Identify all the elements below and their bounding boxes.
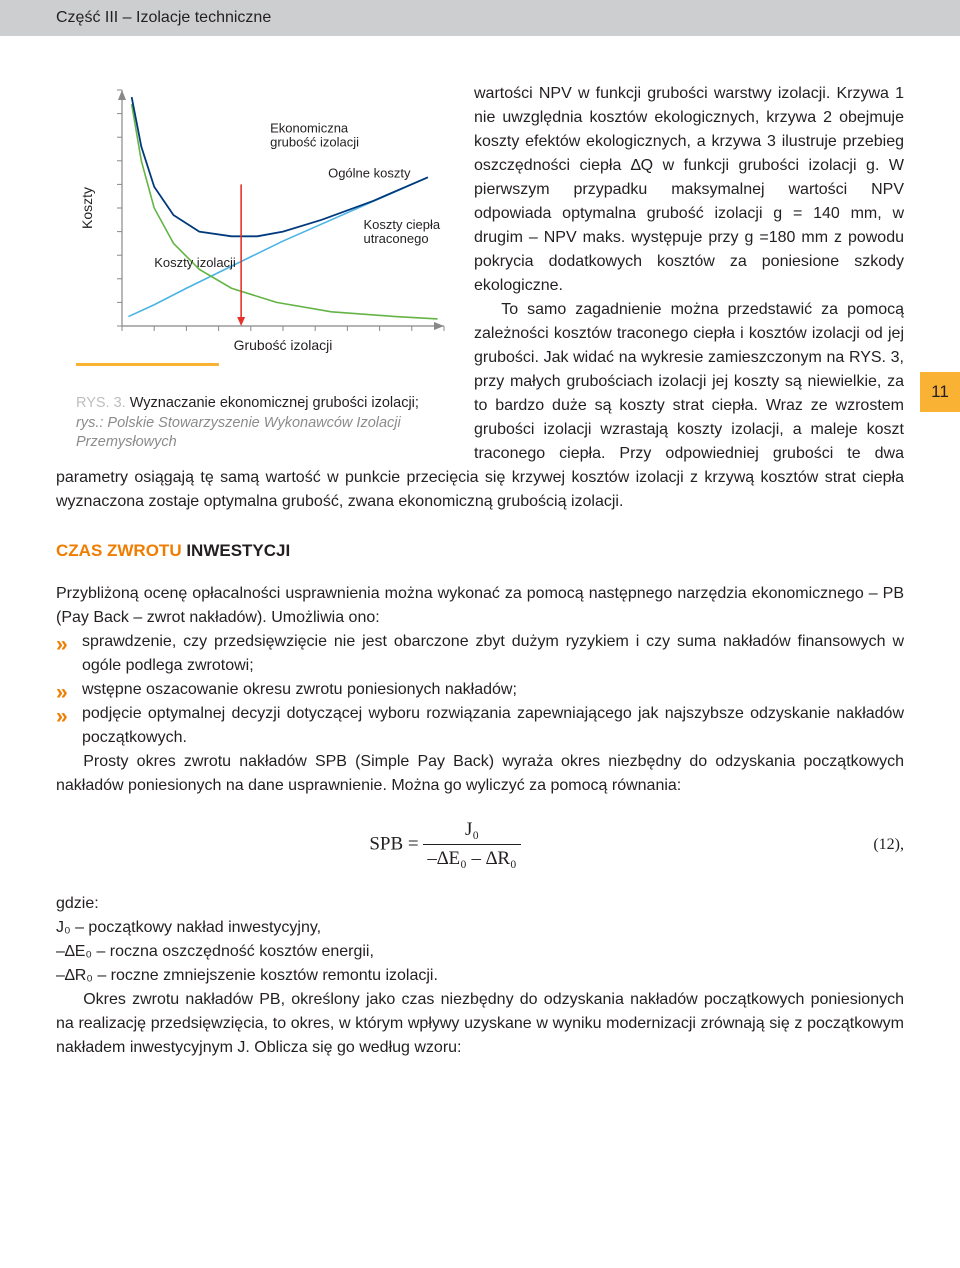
- figure-caption: RYS. 3. Wyznaczanie ekonomicznej grubośc…: [76, 394, 452, 453]
- formula-den: –∆E₀ – ∆R₀: [423, 844, 520, 874]
- formula-num: J₀: [423, 816, 520, 845]
- section-header: Część III – Izolacje techniczne: [0, 0, 960, 36]
- svg-text:Koszty: Koszty: [79, 187, 95, 229]
- section-heading-black: INWESTYCJI: [186, 541, 290, 560]
- figure-block: Koszty Grubość izolacji Ekonomicznagrubość…: [76, 82, 452, 453]
- page-content: 11 Koszty Grubość izolacji Ekonomicznagrub…: [0, 36, 960, 1088]
- figure-caption-prefix: RYS. 3.: [76, 395, 126, 411]
- svg-text:grubość izolacji: grubość izolacji: [270, 134, 359, 149]
- section-heading: CZAS ZWROTU INWESTYCJI: [56, 538, 904, 564]
- svg-text:Grubość izolacji: Grubość izolacji: [234, 337, 333, 353]
- bullet-item: sprawdzenie, czy przedsięwzięcie nie jes…: [56, 630, 904, 678]
- paragraph-5: Okres zwrotu nakładów PB, określony jako…: [56, 988, 904, 1060]
- section-header-text: Część III – Izolacje techniczne: [56, 9, 271, 26]
- bullet-item: podjęcie optymalnej decyzji dotyczącej w…: [56, 702, 904, 750]
- page-number: 11: [931, 379, 949, 405]
- svg-text:Koszty izolacji: Koszty izolacji: [154, 255, 236, 270]
- definitions-list: J₀ – początkowy nakład inwestycyjny,–∆E₀…: [56, 916, 904, 988]
- defs-label: gdzie:: [56, 892, 904, 916]
- bullet-list: sprawdzenie, czy przedsięwzięcie nie jes…: [56, 630, 904, 750]
- svg-text:utraconego: utraconego: [364, 231, 429, 246]
- cost-vs-thickness-chart: Koszty Grubość izolacji Ekonomicznagrubość…: [76, 82, 452, 366]
- bullet-item: wstępne oszacowanie okresu zwrotu ponies…: [56, 678, 904, 702]
- paragraph-4: Prosty okres zwrotu nakładów SPB (Simple…: [56, 750, 904, 798]
- definition-item: –∆R₀ – roczne zmniejszenie kosztów remon…: [56, 964, 904, 988]
- equals-sign: =: [408, 833, 423, 854]
- figure-caption-title: Wyznaczanie ekonomicznej grubości izolac…: [130, 395, 419, 411]
- formula-spb: SPB = J₀ –∆E₀ – ∆R₀ (12),: [56, 816, 904, 874]
- paragraph-3: Przybliżoną ocenę opłacalności usprawnie…: [56, 582, 904, 630]
- section-heading-orange: CZAS ZWROTU: [56, 541, 182, 560]
- page-number-badge: 11: [920, 372, 960, 412]
- svg-text:Ekonomiczna: Ekonomiczna: [270, 120, 349, 135]
- formula-number-label: (12),: [834, 833, 904, 857]
- svg-text:Koszty ciepła: Koszty ciepła: [364, 217, 441, 232]
- definition-item: –∆E₀ – roczna oszczędność kosztów energi…: [56, 940, 904, 964]
- svg-text:Ogólne koszty: Ogólne koszty: [328, 165, 411, 180]
- formula-lhs: SPB: [369, 833, 403, 854]
- definition-item: J₀ – początkowy nakład inwestycyjny,: [56, 916, 904, 940]
- formula-fraction: J₀ –∆E₀ – ∆R₀: [423, 816, 520, 874]
- figure-caption-source: rys.: Polskie Stowarzyszenie Wykonawców …: [76, 414, 452, 453]
